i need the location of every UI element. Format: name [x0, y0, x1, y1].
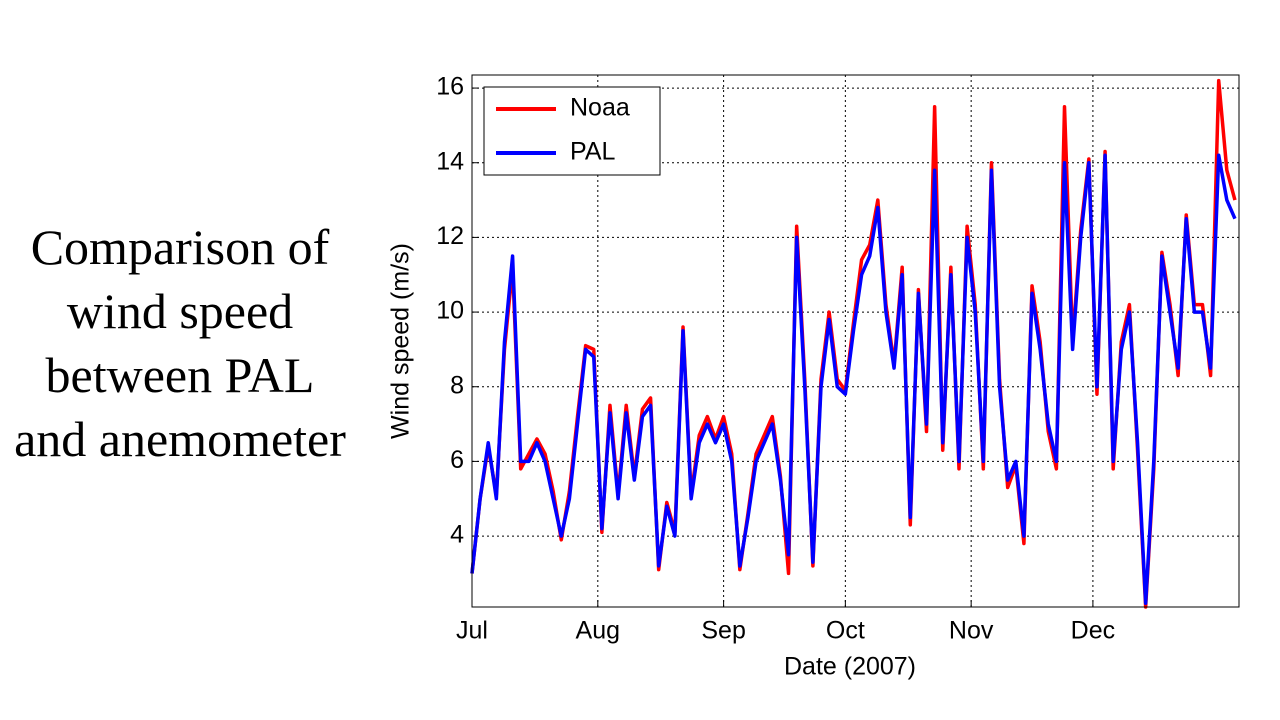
x-tick-label: Aug [576, 617, 620, 645]
legend-label: PAL [570, 138, 615, 166]
series-line [470, 153, 1237, 606]
x-tick-label: Jul [456, 617, 488, 645]
x-tick-label: Oct [826, 617, 865, 645]
legend-label: Noaa [570, 94, 630, 122]
y-tick-label: 10 [436, 297, 464, 325]
x-axis-label: Date (2007) [784, 653, 916, 681]
y-tick-label: 6 [450, 446, 464, 474]
x-tick-label: Dec [1071, 617, 1115, 645]
x-tick-label: Sep [701, 617, 745, 645]
x-tick-label: Nov [949, 617, 994, 645]
y-axis-label: Wind speed (m/s) [387, 243, 415, 439]
y-tick-label: 16 [436, 73, 464, 101]
y-tick-label: 14 [436, 147, 464, 175]
plot-frame [471, 74, 1240, 608]
slide-title: Comparison of wind speed between PAL and… [14, 219, 346, 467]
y-tick-label: 8 [450, 371, 464, 399]
y-tick-label: 4 [450, 521, 464, 549]
y-tick-label: 12 [436, 222, 464, 250]
legend-box [483, 86, 661, 176]
